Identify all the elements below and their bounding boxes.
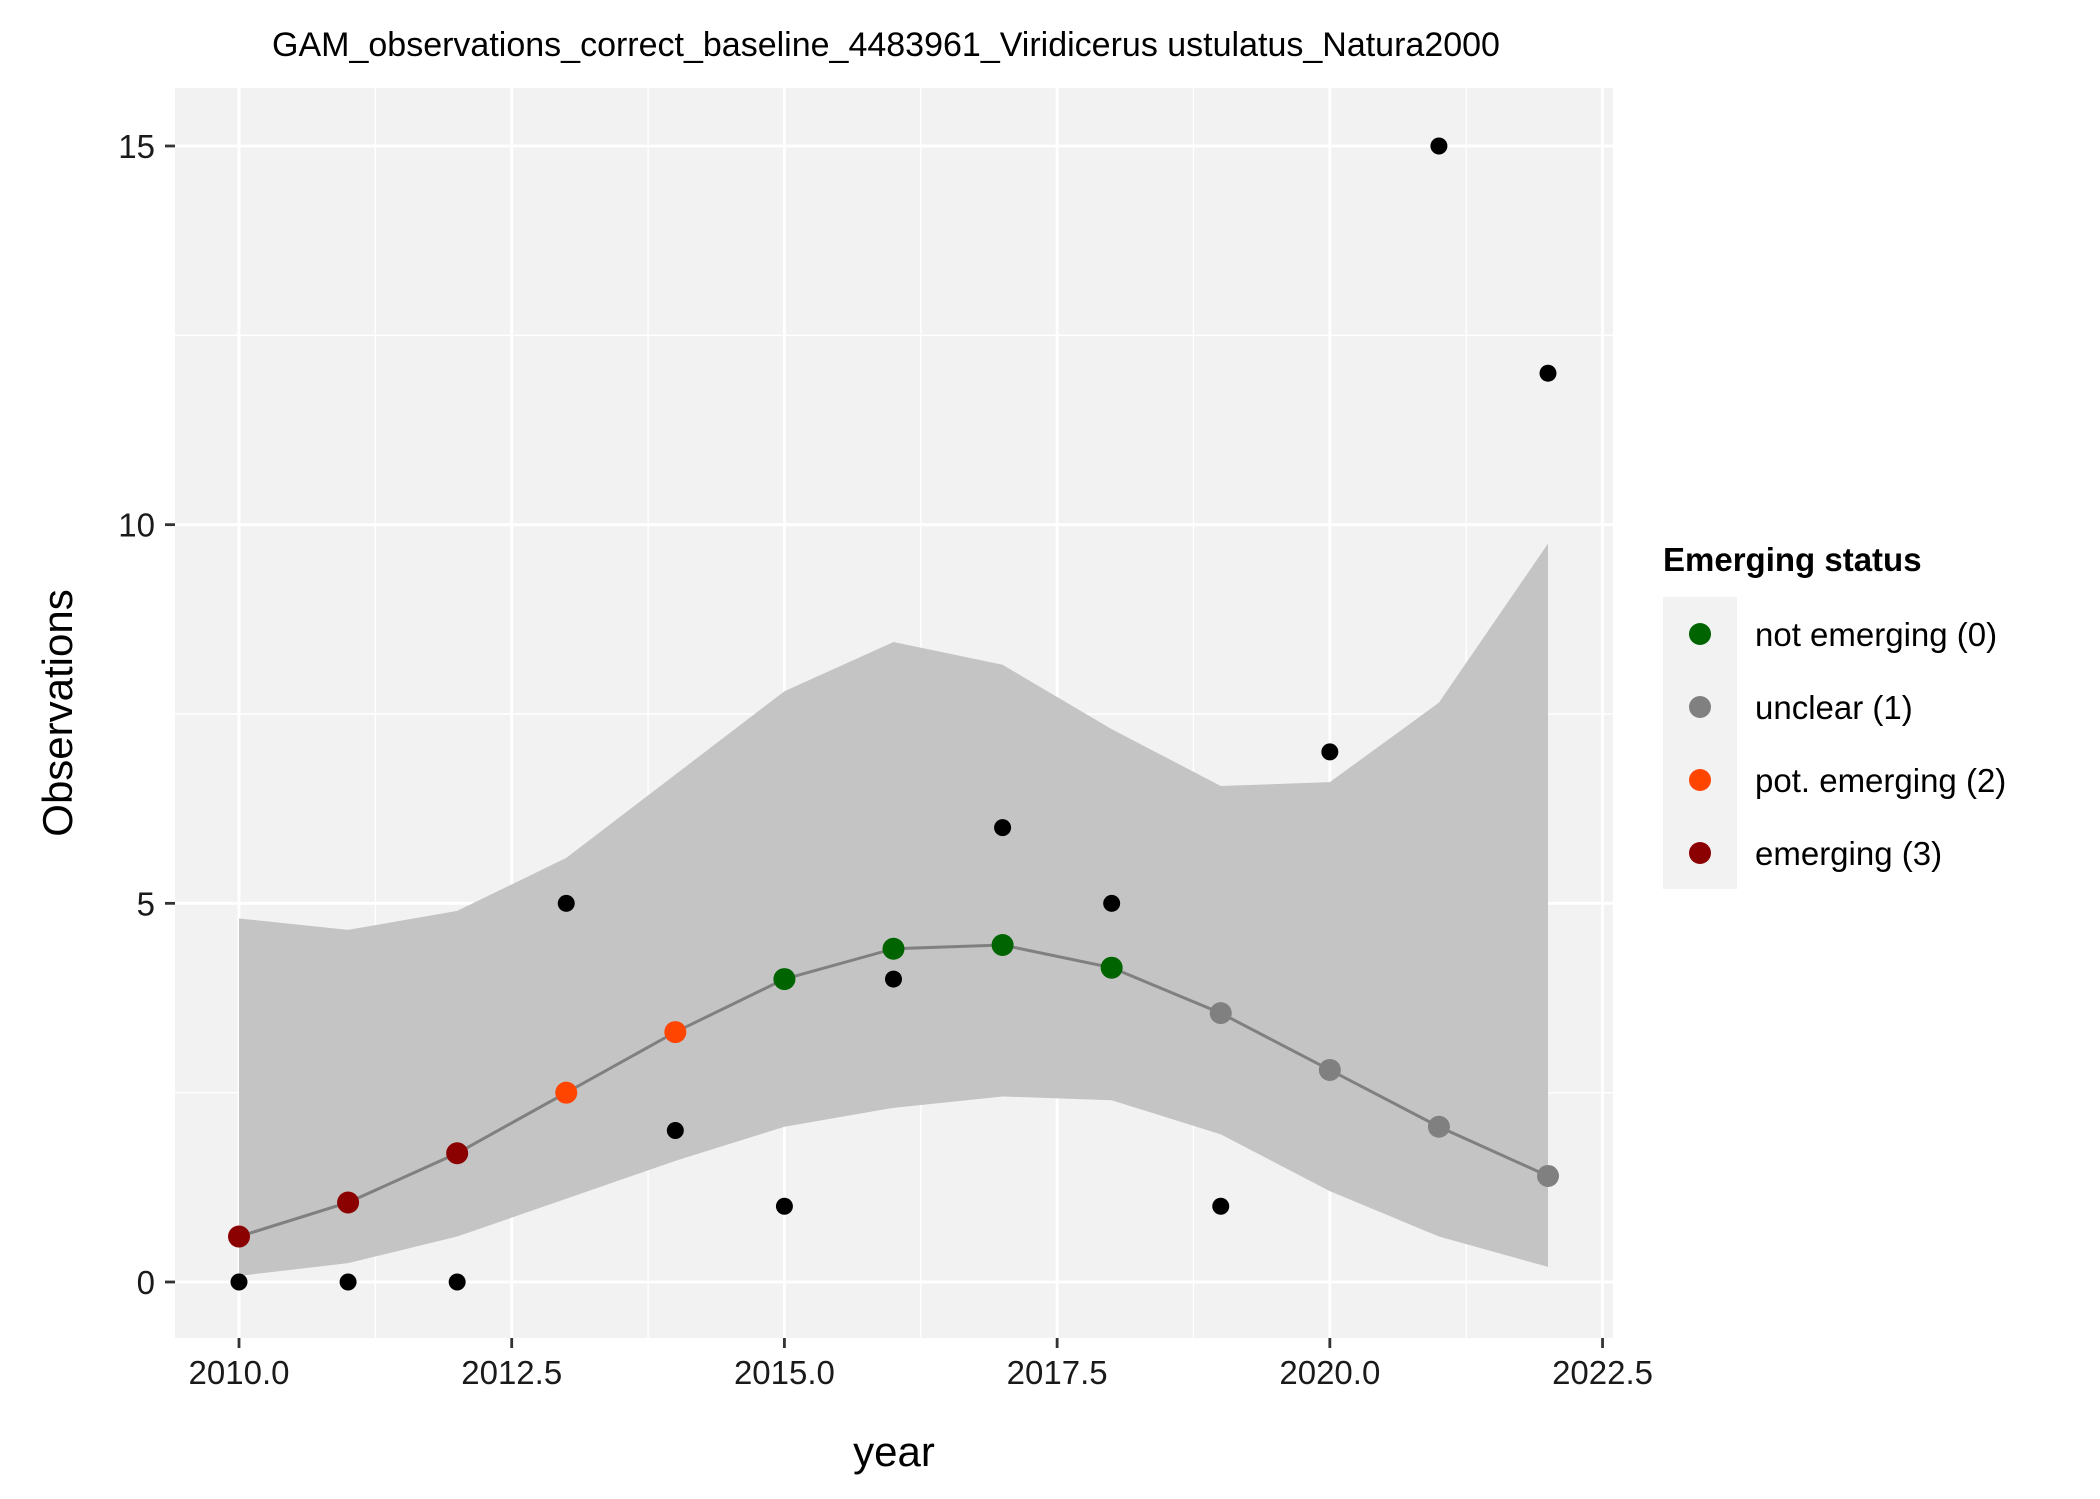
- legend-label: emerging (3): [1755, 835, 1942, 872]
- fit-point: [1537, 1164, 1559, 1187]
- observation-point: [775, 1197, 793, 1215]
- legend-label: not emerging (0): [1755, 616, 1997, 653]
- x-tick-label: 2012.5: [461, 1354, 562, 1391]
- fit-point: [446, 1142, 469, 1165]
- observation-point: [1321, 743, 1339, 761]
- legend-key: [1689, 696, 1711, 718]
- observation-point: [448, 1273, 466, 1291]
- observation-point: [994, 819, 1012, 837]
- observation-point: [230, 1273, 248, 1291]
- y-axis-label: Observations: [34, 589, 81, 836]
- fit-point: [1209, 1002, 1232, 1025]
- y-tick-label: 0: [137, 1264, 155, 1301]
- legend-label: unclear (1): [1755, 689, 1913, 726]
- fit-point: [773, 968, 796, 991]
- observation-point: [557, 894, 575, 912]
- fit-points: [228, 933, 1559, 1248]
- observation-point: [1539, 364, 1557, 382]
- x-tick-label: 2017.5: [1007, 1354, 1108, 1391]
- legend-key-background: [1663, 597, 1737, 889]
- legend-key: [1689, 842, 1711, 864]
- x-tick-label: 2015.0: [734, 1354, 835, 1391]
- x-axis-label: year: [853, 1428, 935, 1475]
- x-tick-label: 2010.0: [189, 1354, 290, 1391]
- x-tick-label: 2020.0: [1279, 1354, 1380, 1391]
- legend-items: not emerging (0) unclear (1) pot. emerging…: [1689, 616, 2006, 872]
- y-tick-label: 5: [137, 885, 155, 922]
- observation-points: [230, 137, 1557, 1291]
- y-tick-label: 10: [118, 507, 155, 544]
- legend: Emerging status not emerging (0) unclear …: [1663, 541, 2006, 889]
- x-tick-label: 2022.5: [1552, 1354, 1653, 1391]
- observation-point: [885, 970, 902, 988]
- observation-point: [666, 1122, 684, 1140]
- fit-point: [1427, 1115, 1450, 1138]
- y-tick-label: 15: [118, 128, 155, 165]
- observation-point: [1103, 894, 1121, 912]
- legend-key: [1689, 623, 1711, 645]
- observation-point: [1430, 137, 1448, 155]
- y-axis: 0 5 10 15: [118, 128, 175, 1301]
- legend-label: pot. emerging (2): [1755, 762, 2006, 799]
- observation-point: [339, 1273, 357, 1291]
- fit-point: [337, 1191, 360, 1214]
- observation-point: [1212, 1197, 1230, 1215]
- fit-point: [882, 937, 905, 960]
- fit-point: [1318, 1058, 1341, 1081]
- legend-key: [1689, 769, 1711, 791]
- fit-point: [555, 1081, 578, 1104]
- chart-title: GAM_observations_correct_baseline_448396…: [272, 26, 1500, 64]
- x-axis: 2010.0 2012.5 2015.0 2017.5 2020.0 2022.5: [189, 1338, 1653, 1391]
- fit-point: [1100, 956, 1123, 979]
- fit-point: [664, 1021, 687, 1044]
- fit-point: [228, 1225, 250, 1248]
- legend-title: Emerging status: [1663, 541, 1922, 578]
- fit-point: [991, 933, 1014, 956]
